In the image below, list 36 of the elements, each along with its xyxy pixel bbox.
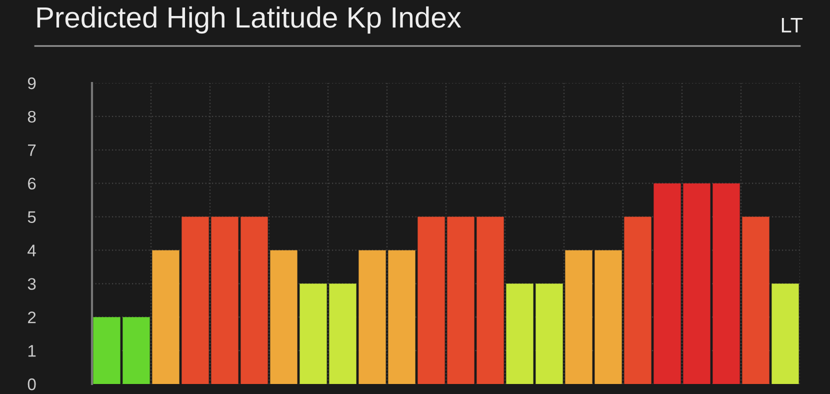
y-tick-label: 6: [28, 178, 36, 190]
y-tick-label: 0: [28, 378, 36, 390]
bar: [329, 284, 356, 384]
bar: [211, 216, 238, 384]
y-tick-label: 3: [28, 278, 36, 290]
bar: [152, 250, 180, 384]
y-tick-label: 4: [28, 244, 36, 256]
bar: [93, 317, 120, 384]
bar: [240, 216, 268, 384]
y-tick-label: 8: [28, 110, 36, 123]
bar: [536, 284, 563, 384]
bar: [122, 317, 150, 384]
bar: [358, 250, 386, 384]
bar: [506, 284, 534, 384]
bar: [742, 216, 770, 384]
bar: [683, 183, 710, 384]
bar: [594, 250, 622, 384]
bar: [654, 183, 681, 384]
bar: [447, 216, 474, 384]
chart-title: Predicted High Latitude Kp Index: [37, 6, 462, 34]
bar: [182, 216, 209, 384]
bar: [476, 216, 504, 384]
bar: [624, 216, 652, 384]
y-tick-label: 7: [28, 144, 36, 156]
bar: [565, 250, 592, 384]
bar: [772, 284, 799, 384]
y-tick-label: 1: [28, 345, 36, 357]
bar: [270, 250, 298, 384]
bar: [388, 250, 416, 384]
text: LT: [782, 18, 803, 32]
y-tick-label: 5: [28, 211, 36, 223]
y-tick-label: 9: [28, 77, 36, 90]
y-tick-label: 2: [28, 312, 36, 324]
bar: [712, 183, 740, 384]
bar: [300, 284, 327, 384]
bar: [418, 216, 445, 384]
